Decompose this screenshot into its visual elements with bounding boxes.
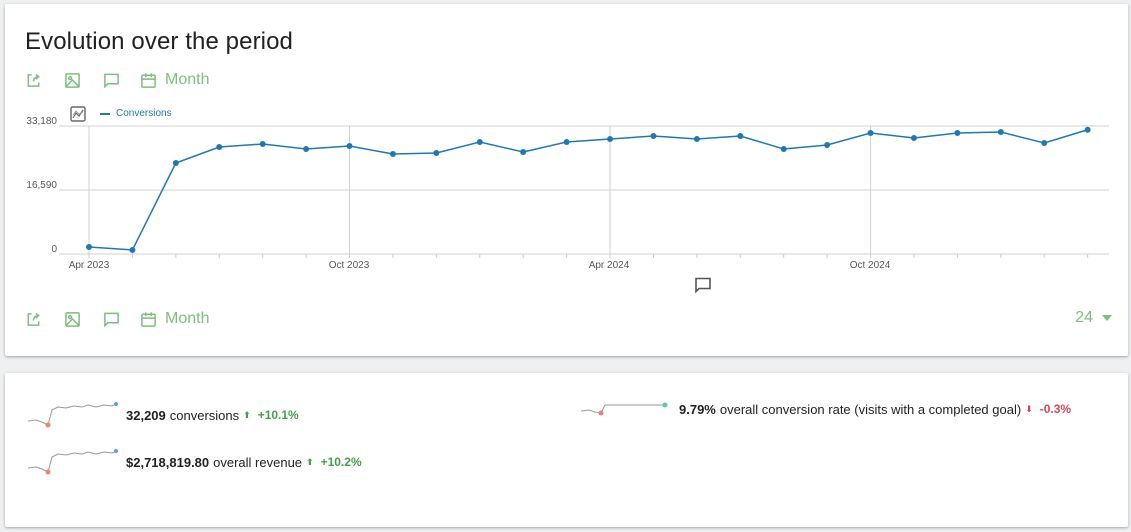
- period-label: Month: [165, 310, 210, 327]
- row-limit-selector[interactable]: 24: [1075, 309, 1112, 327]
- annotations-toggle-icon[interactable]: [694, 276, 712, 294]
- metric-label: overall conversion rate (visits with a c…: [719, 401, 1022, 417]
- period-selector[interactable]: Month: [140, 310, 209, 328]
- period-label: Month: [165, 71, 210, 88]
- sparkline-row-conversion-rate: 9.79% overall conversion rate (visits wi…: [579, 397, 1071, 421]
- card-title: Evolution over the period: [25, 28, 293, 55]
- period-selector[interactable]: Month: [140, 71, 209, 89]
- series-picker-icon[interactable]: [70, 106, 86, 122]
- row-limit-value: 24: [1075, 309, 1093, 326]
- export-icon[interactable]: [23, 70, 43, 90]
- sparkline-row-revenue: $2,718,819.80 overall revenue ⬆ +10.2%: [26, 447, 362, 477]
- metric-label: conversions: [169, 407, 240, 423]
- x-tick-label: Oct 2024: [849, 260, 891, 271]
- arrow-up-icon: ⬆: [306, 456, 314, 467]
- trend-value: +10.1%: [257, 408, 299, 422]
- annotation-icon[interactable]: [101, 309, 121, 329]
- chart-toolbar-top: Month: [23, 68, 209, 92]
- arrow-up-icon: ⬆: [243, 409, 251, 420]
- y-tick-zero: 0: [51, 244, 57, 255]
- sparklines-card: 32,209 conversions ⬆ +10.1% $2,718,819.8…: [5, 373, 1128, 527]
- sparkline-conversions[interactable]: [26, 400, 118, 430]
- annotation-icon[interactable]: [101, 70, 121, 90]
- sparkline-revenue[interactable]: [26, 447, 118, 477]
- metric-value: 9.79%: [679, 401, 716, 417]
- arrow-down-icon: ⬇: [1025, 403, 1033, 414]
- metric-value: 32,209: [126, 407, 166, 423]
- image-icon[interactable]: [62, 309, 82, 329]
- evolution-card: Evolution over the period Month Conversi…: [5, 4, 1128, 356]
- trend-indicator[interactable]: ⬆ +10.2%: [306, 455, 362, 469]
- plot-area: [59, 125, 1109, 258]
- metric-value: $2,718,819.80: [126, 454, 210, 470]
- sparkline-conversion-rate[interactable]: [579, 397, 671, 421]
- chevron-down-icon: [1102, 315, 1112, 321]
- legend-swatch: [100, 112, 110, 115]
- legend-label: Conversions: [116, 108, 172, 119]
- trend-value: +10.2%: [320, 455, 362, 469]
- x-tick-label: Apr 2024: [588, 260, 630, 271]
- legend-item-conversions[interactable]: Conversions: [100, 108, 172, 119]
- trend-value: -0.3%: [1039, 402, 1072, 416]
- export-icon[interactable]: [23, 309, 43, 329]
- y-tick-mid: 16,590: [26, 180, 57, 191]
- trend-indicator[interactable]: ⬆ +10.1%: [243, 408, 299, 422]
- image-icon[interactable]: [62, 70, 82, 90]
- x-tick-label: Oct 2023: [328, 260, 370, 271]
- y-tick-max: 33,180: [26, 116, 57, 127]
- calendar-icon: [141, 72, 156, 88]
- calendar-icon: [141, 311, 156, 327]
- metric-label: overall revenue: [213, 454, 303, 470]
- sparkline-row-conversions: 32,209 conversions ⬆ +10.1%: [26, 400, 299, 430]
- x-tick-label: Apr 2023: [68, 260, 110, 271]
- chart-toolbar-bottom: Month: [23, 307, 209, 331]
- evolution-chart: Conversions 33,180 16,590 0 Apr 2023 Oct…: [5, 102, 1128, 272]
- trend-indicator[interactable]: ⬇ -0.3%: [1025, 402, 1071, 416]
